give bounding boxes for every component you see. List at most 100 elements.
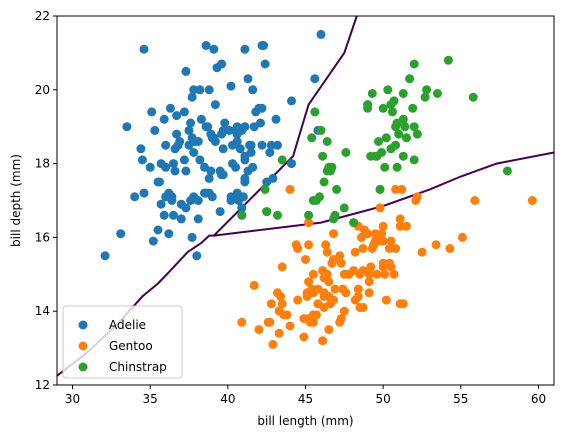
legend: Adelie Gentoo Chinstrap [62,305,183,379]
data-point [254,325,264,335]
data-point [372,269,382,279]
data-point [433,89,442,98]
y-tick-label: 22 [35,9,50,23]
data-point [218,144,228,154]
data-point [181,66,191,76]
data-point [304,277,314,287]
data-point [380,162,390,172]
data-point [316,125,326,135]
data-point [268,173,278,183]
data-point [172,129,182,139]
data-point [332,184,342,194]
data-point [398,89,408,98]
data-point [237,317,247,327]
data-point [169,210,178,220]
data-point [265,317,275,327]
data-point [375,203,385,213]
data-point [329,229,338,239]
data-point [304,240,314,250]
data-point [422,85,432,95]
data-point [192,251,202,261]
data-point [240,44,250,54]
data-point [179,107,189,117]
data-point [155,177,164,187]
legend-frame [62,305,183,379]
data-point [172,111,182,121]
data-point [260,184,270,194]
x-tick-label: 30 [65,392,80,406]
data-point [299,332,309,342]
data-point [341,148,351,157]
data-point [391,184,401,194]
data-point [389,96,399,106]
data-point [116,229,126,239]
data-point [218,170,228,180]
legend-marker-adelie [78,320,88,330]
data-point [391,140,401,150]
data-point [256,118,265,128]
data-point [341,288,351,298]
data-point [257,140,267,150]
data-point [353,284,363,294]
data-point [374,137,383,146]
series-gentoo [237,184,537,349]
data-point [215,207,225,217]
data-point [240,173,250,183]
data-point [231,162,241,172]
data-point [235,144,245,154]
data-point [287,96,296,106]
data-point [277,299,287,309]
data-point [273,140,282,150]
x-axis-label: bill length (mm) [257,414,353,428]
data-point [322,269,332,279]
data-point [159,210,169,220]
data-point [420,92,430,102]
data-point [139,44,149,54]
data-point [443,55,453,65]
data-point [364,269,374,279]
data-point [237,203,247,213]
data-point [409,155,419,165]
data-point [276,291,286,301]
data-point [307,133,317,143]
data-point [169,159,178,169]
data-point [330,284,340,294]
data-point [311,310,321,320]
data-point [389,269,399,279]
data-point [293,244,303,253]
data-point [150,125,160,135]
data-point [186,118,196,128]
data-point [336,314,346,324]
data-point [381,133,391,143]
data-point [274,328,284,338]
x-tick-label: 55 [453,392,468,406]
data-point [271,114,281,124]
data-point [206,166,216,176]
data-point [181,203,191,213]
legend-marker-chinstrap [78,362,88,372]
data-point [409,59,419,69]
data-point [502,166,512,176]
data-point [378,103,388,113]
data-point [122,122,132,132]
data-point [392,162,402,172]
x-axis-ticks: 30 35 40 45 50 55 60 [65,385,546,406]
data-point [375,184,385,194]
data-point [277,155,287,165]
data-point [386,236,396,246]
data-point [367,89,377,98]
data-point [260,59,270,69]
data-point [224,125,234,135]
data-point [193,214,203,224]
data-point [246,148,256,157]
data-point [445,244,455,253]
data-point [164,229,174,239]
data-point [324,325,334,335]
data-point [285,321,295,331]
data-point [136,144,146,154]
data-point [405,74,415,84]
data-point [322,137,332,146]
data-point [175,137,185,146]
data-point [431,240,441,250]
data-point [130,192,140,202]
